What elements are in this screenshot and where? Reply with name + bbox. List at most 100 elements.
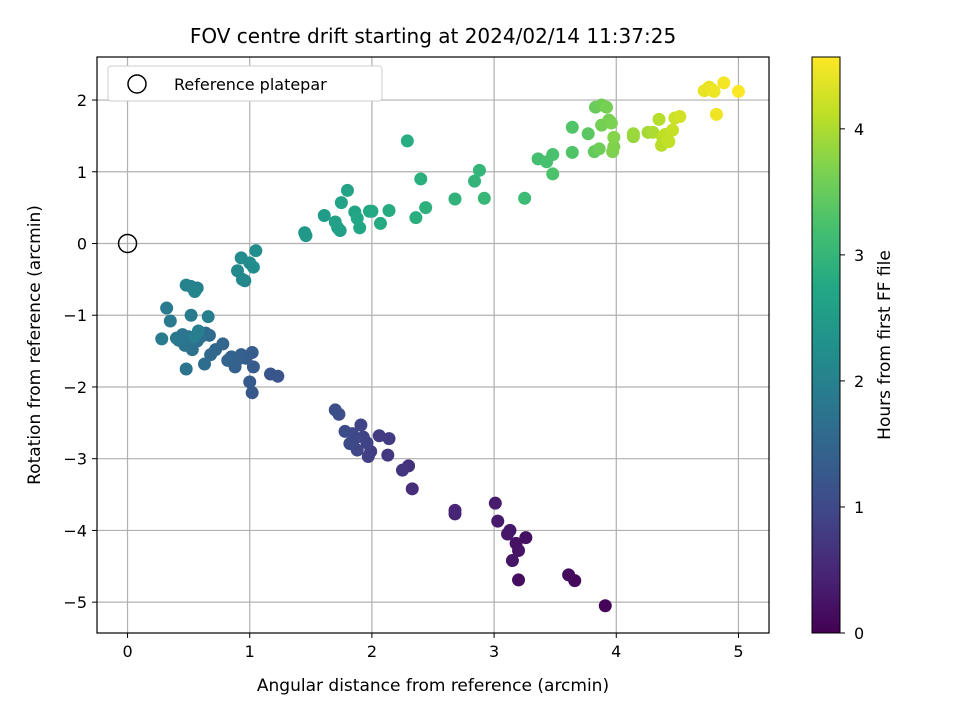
data-point	[381, 448, 395, 462]
y-tick-label: −3	[63, 450, 87, 469]
colorbar-tick-label: 0	[854, 624, 864, 643]
data-point	[646, 125, 660, 139]
data-point	[354, 418, 368, 432]
y-tick-label: −5	[63, 593, 87, 612]
data-point	[395, 463, 409, 477]
data-point	[169, 331, 183, 345]
data-point	[673, 110, 687, 124]
data-point	[221, 353, 235, 367]
y-tick-label: −1	[63, 306, 87, 325]
colorbar-tick-label: 1	[854, 498, 864, 517]
data-point	[338, 424, 352, 438]
y-axis-ticks: 2 1 0 −1 −2 −3 −4 −5	[63, 91, 97, 612]
y-tick-label: 1	[77, 163, 87, 182]
data-point	[334, 196, 348, 210]
x-tick-label: 2	[367, 642, 377, 661]
data-point	[477, 191, 491, 205]
data-point	[317, 209, 331, 223]
data-point	[372, 429, 386, 443]
legend-label: Reference platepar	[174, 75, 327, 94]
data-point	[512, 544, 526, 558]
x-axis-label: Angular distance from reference (arcmin)	[257, 676, 609, 696]
data-point	[565, 145, 579, 159]
data-point	[340, 183, 354, 197]
data-point	[731, 84, 745, 98]
data-point	[599, 100, 613, 114]
data-point	[246, 260, 260, 274]
data-point	[505, 554, 519, 568]
x-tick-label: 3	[489, 642, 499, 661]
y-tick-label: 0	[77, 235, 87, 254]
legend-marker	[127, 74, 147, 94]
data-point	[501, 527, 515, 541]
data-point	[562, 568, 576, 582]
data-point	[201, 310, 215, 324]
reference-marker	[117, 233, 138, 254]
data-point	[179, 362, 193, 376]
x-tick-label: 1	[245, 642, 255, 661]
data-point	[652, 112, 666, 126]
data-point	[581, 127, 595, 141]
data-point	[299, 229, 313, 243]
colorbar: 0 1 2 3 4 Hours from first FF file	[811, 56, 895, 643]
legend-box	[107, 65, 383, 102]
colorbar-tick-label: 4	[854, 120, 864, 139]
data-point	[361, 450, 375, 464]
x-tick-label: 5	[733, 642, 743, 661]
data-point	[565, 120, 579, 134]
data-point	[400, 134, 414, 148]
colorbar-gradient	[811, 56, 841, 634]
data-point	[518, 191, 532, 205]
y-tick-label: 2	[77, 91, 87, 110]
colorbar-tick-label: 3	[854, 246, 864, 265]
data-point	[243, 375, 257, 389]
data-point	[488, 496, 502, 510]
data-point	[373, 216, 387, 230]
legend: Reference platepar	[107, 65, 383, 102]
data-point	[717, 76, 731, 90]
data-point	[546, 148, 560, 162]
data-point	[409, 211, 423, 225]
data-point	[249, 244, 263, 258]
data-point	[519, 531, 533, 545]
data-point	[184, 308, 198, 322]
colorbar-tick-label: 2	[854, 372, 864, 391]
data-point	[546, 167, 560, 181]
data-point	[343, 437, 357, 451]
data-point	[188, 285, 202, 299]
data-point	[512, 573, 526, 587]
data-point	[607, 140, 621, 154]
data-point	[191, 324, 205, 338]
data-point	[328, 215, 342, 229]
chart-title: FOV centre drift starting at 2024/02/14 …	[190, 24, 676, 48]
data-point	[198, 357, 212, 371]
data-point	[665, 123, 679, 137]
data-point	[709, 107, 723, 121]
data-point	[598, 599, 612, 613]
colorbar-ticks: 0 1 2 3 4	[840, 120, 864, 643]
x-tick-label: 4	[611, 642, 621, 661]
data-point	[231, 264, 245, 278]
y-tick-label: −2	[63, 378, 87, 397]
data-point	[448, 503, 462, 517]
data-point	[382, 432, 396, 446]
data-point	[592, 142, 606, 156]
data-point	[328, 403, 342, 417]
scatter-points	[155, 76, 745, 613]
data-point	[246, 360, 260, 374]
x-tick-label: 0	[122, 642, 132, 661]
x-axis-ticks: 0 1 2 3 4 5	[122, 633, 744, 661]
y-tick-label: −4	[63, 521, 87, 540]
data-point	[468, 174, 482, 188]
data-point	[365, 204, 379, 218]
data-point	[607, 130, 621, 144]
data-point	[414, 172, 428, 186]
data-point	[263, 367, 277, 381]
data-point	[419, 201, 433, 215]
data-point	[662, 135, 676, 149]
data-point	[491, 514, 505, 528]
data-point	[604, 116, 618, 130]
data-point	[626, 127, 640, 141]
data-point	[382, 204, 396, 218]
